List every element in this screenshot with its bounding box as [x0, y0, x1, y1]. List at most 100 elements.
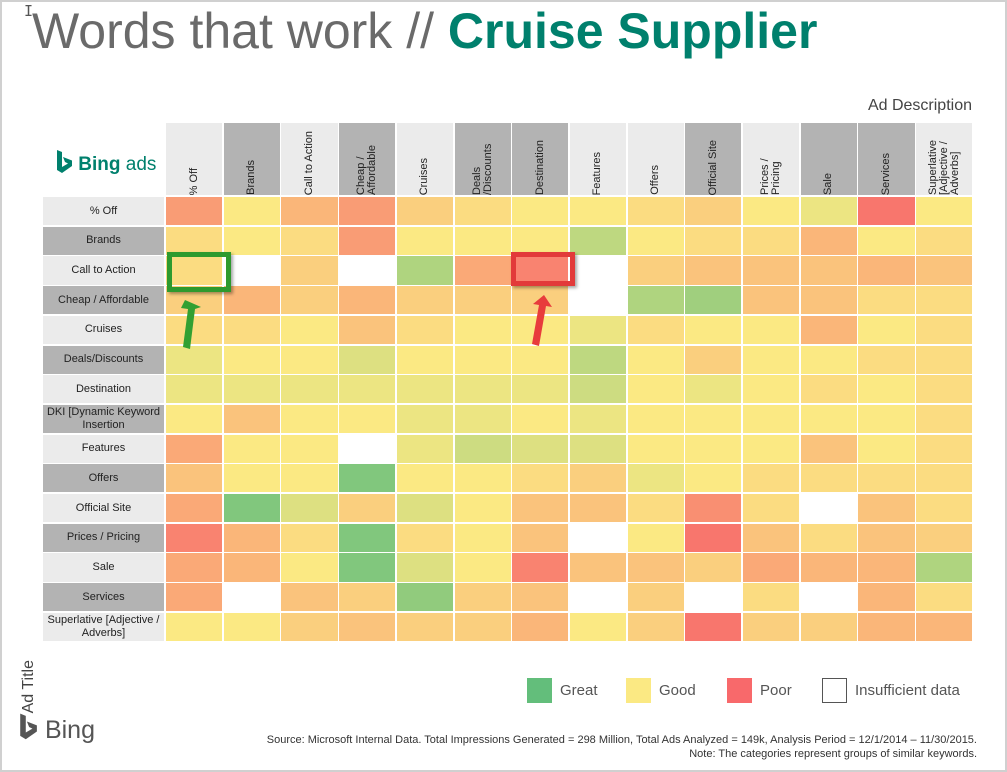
heatmap-cell [627, 612, 684, 641]
heatmap-cell [512, 197, 569, 226]
row-header: Superlative [Adjective / Adverbs] [43, 612, 164, 641]
heatmap-cell [569, 404, 627, 434]
heatmap-cell [569, 434, 627, 463]
heatmap-cell [800, 226, 857, 255]
heatmap-cell [454, 256, 511, 285]
column-header: Destination [512, 123, 569, 195]
heatmap-cell [396, 197, 453, 226]
row-header-label: Features [81, 442, 126, 455]
heatmap-cell [569, 464, 627, 493]
heatmap-cell [743, 553, 800, 582]
heatmap-cell [512, 464, 569, 493]
legend-swatch-insufficient [822, 677, 847, 703]
note-line: Note: The categories represent groups of… [689, 748, 977, 760]
text-cursor-icon: I [24, 2, 34, 20]
heatmap-cell [396, 286, 453, 315]
heatmap-cell [858, 197, 915, 226]
heatmap-cell [339, 523, 396, 552]
row-header-label: Prices / Pricing [66, 531, 141, 544]
row-header-label: % Off [89, 204, 118, 217]
heatmap-cell [627, 553, 684, 582]
heatmap-cell [685, 256, 742, 285]
heatmap-cell [454, 404, 511, 434]
row-header-label: Call to Action [71, 263, 136, 276]
heatmap-cell [569, 197, 627, 226]
heatmap-cell [396, 256, 453, 285]
heatmap-cell [166, 404, 223, 434]
heatmap-cell [569, 612, 627, 641]
title-prefix: Words that work // [32, 3, 434, 59]
heatmap-cell [512, 612, 569, 641]
heatmap-cell [223, 315, 280, 344]
heatmap-cell [512, 404, 569, 434]
heatmap-cell [396, 404, 453, 434]
heatmap-cell [627, 494, 684, 523]
heatmap-cell [916, 345, 973, 374]
heatmap-cell [339, 434, 396, 463]
heatmap-cell [454, 464, 511, 493]
x-axis-label: Ad Description [867, 97, 972, 114]
row-header-label: Offers [88, 471, 119, 484]
column-header-label: Cheap / Affordable [355, 145, 379, 195]
row-header-label: Cruises [84, 323, 123, 336]
heatmap-cell [743, 226, 800, 255]
heatmap-cell [281, 256, 338, 285]
page-title: Words that work // Cruise Supplier [32, 2, 817, 60]
heatmap-cell [627, 345, 684, 374]
heatmap-cell [396, 553, 453, 582]
heatmap-cell [916, 583, 973, 612]
heatmap-cell [569, 315, 627, 344]
heatmap-cell [166, 464, 223, 493]
heatmap-cell [281, 315, 338, 344]
heatmap-cell [281, 583, 338, 612]
row-header: Sale [43, 553, 164, 582]
heatmap-cell [627, 286, 684, 315]
heatmap-cell [569, 345, 627, 374]
heatmap-cell [223, 494, 280, 523]
heatmap-cell [916, 523, 973, 552]
heatmap-cell [166, 197, 223, 226]
heatmap-cell [166, 315, 223, 344]
heatmap-cell [339, 375, 396, 404]
row-header-label: Sale [92, 560, 115, 573]
heatmap-cell [916, 315, 973, 344]
row-header: Cruises [43, 315, 164, 344]
heatmap-cell [916, 612, 973, 641]
heatmap-cell [339, 226, 396, 255]
heatmap-cell [512, 226, 569, 255]
heatmap-cell [685, 464, 742, 493]
heatmap-cell [569, 375, 627, 404]
heatmap-cell [627, 434, 684, 463]
legend-label-great: Great [560, 681, 598, 699]
highlight-worst-box [511, 252, 575, 286]
heatmap-cell [569, 256, 627, 285]
heatmap-cell [512, 256, 569, 285]
heatmap-cell [916, 434, 973, 463]
heatmap-cell [339, 612, 396, 641]
heatmap-cell [743, 434, 800, 463]
heatmap-cell [800, 494, 857, 523]
heatmap-cell [396, 226, 453, 255]
column-header-label: Prices / Pricing [759, 158, 783, 195]
heatmap-cell [743, 197, 800, 226]
row-header-label: Official Site [75, 501, 132, 514]
heatmap-cell [223, 375, 280, 404]
heatmap-cell [743, 286, 800, 315]
heatmap-cell [569, 286, 627, 315]
column-header: Prices / Pricing [743, 123, 800, 195]
heatmap-cell [281, 464, 338, 493]
heatmap-cell [454, 494, 511, 523]
heatmap-cell [800, 464, 857, 493]
legend-great: Great [527, 677, 598, 703]
bing-b-icon [20, 713, 37, 740]
legend-label-good: Good [659, 681, 696, 699]
heatmap-cell [916, 553, 973, 582]
heatmap-cell [800, 256, 857, 285]
heatmap-cell [627, 256, 684, 285]
row-header-label: Services [82, 590, 125, 603]
heatmap-cell [569, 226, 627, 255]
title-highlight: Cruise Supplier [447, 3, 818, 59]
heatmap-cell [223, 197, 280, 226]
heatmap-cell [743, 375, 800, 404]
heatmap-cell [454, 345, 511, 374]
